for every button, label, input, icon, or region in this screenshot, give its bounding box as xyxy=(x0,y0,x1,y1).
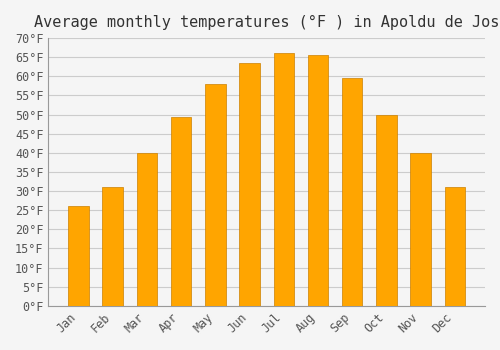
Bar xyxy=(342,78,362,306)
Bar xyxy=(136,153,157,306)
Title: Average monthly temperatures (°F ) in Apoldu de Jos: Average monthly temperatures (°F ) in Ap… xyxy=(34,15,500,30)
Bar xyxy=(410,153,431,306)
Bar xyxy=(171,117,192,306)
Bar xyxy=(274,54,294,306)
Bar xyxy=(102,187,123,306)
Bar xyxy=(240,63,260,306)
Bar xyxy=(444,187,465,306)
Bar xyxy=(205,84,226,306)
Bar xyxy=(376,114,396,306)
Bar xyxy=(68,206,88,306)
Bar xyxy=(308,55,328,306)
